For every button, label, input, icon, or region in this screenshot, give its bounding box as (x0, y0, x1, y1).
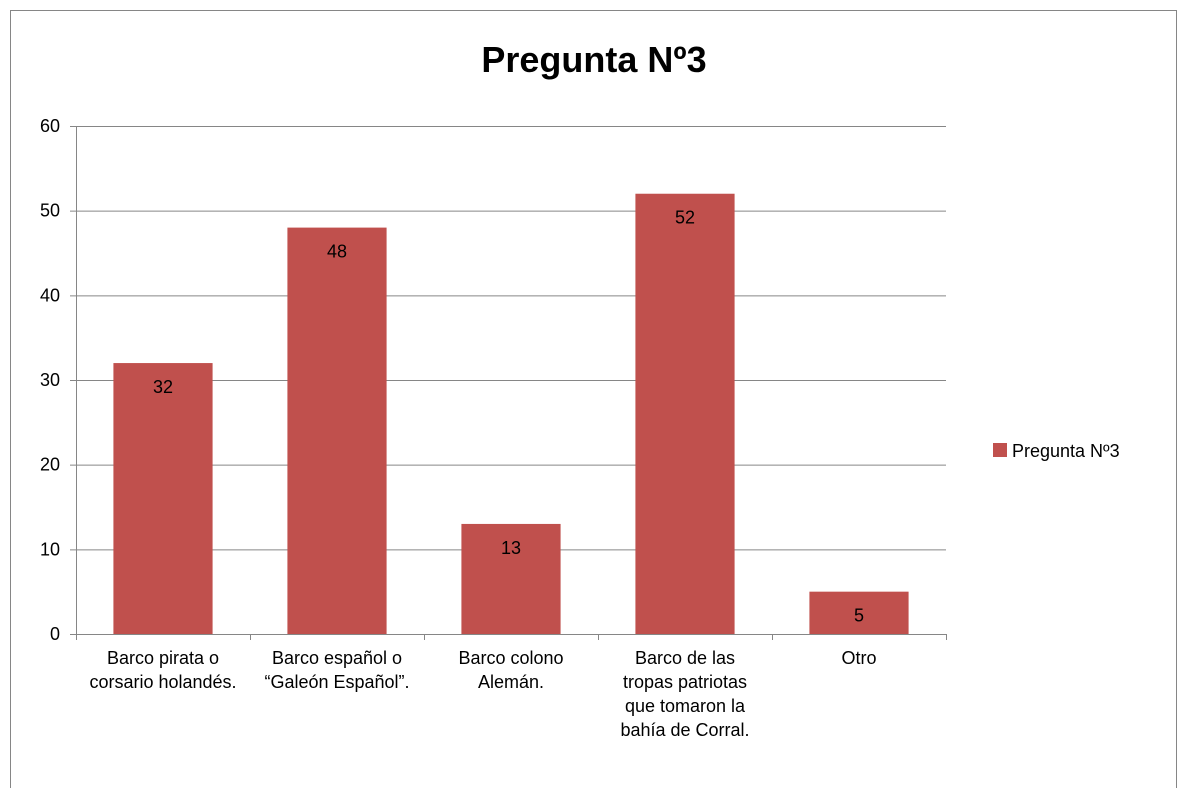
y-tick-label: 40 (40, 285, 60, 305)
data-label: 48 (327, 242, 347, 262)
y-tick-label: 10 (40, 539, 60, 559)
x-tick-label: Barco de las tropas patriotas que tomaron … (620, 648, 749, 740)
y-tick-label: 60 (40, 116, 60, 136)
bar (113, 363, 213, 634)
bar (287, 227, 387, 634)
chart-title: Pregunta Nº3 (481, 39, 706, 80)
data-label: 5 (854, 606, 864, 626)
bar (635, 193, 735, 634)
bar (809, 591, 909, 634)
data-label: 32 (153, 377, 173, 397)
bar (461, 523, 561, 634)
x-tick-label: Otro (841, 648, 876, 668)
data-label: 13 (501, 538, 521, 558)
legend-swatch (993, 443, 1007, 457)
x-tick-label: Barco pirata o corsario holandés. (89, 648, 236, 692)
y-tick-label: 0 (50, 624, 60, 644)
y-tick-label: 30 (40, 370, 60, 390)
legend-label: Pregunta Nº3 (1012, 441, 1120, 461)
data-label: 52 (675, 208, 695, 228)
x-tick-label: Barco español o “Galeón Español”. (264, 648, 409, 692)
y-tick-label: 20 (40, 455, 60, 475)
y-tick-label: 50 (40, 201, 60, 221)
x-tick-label: Barco colono Alemán. (458, 648, 563, 692)
